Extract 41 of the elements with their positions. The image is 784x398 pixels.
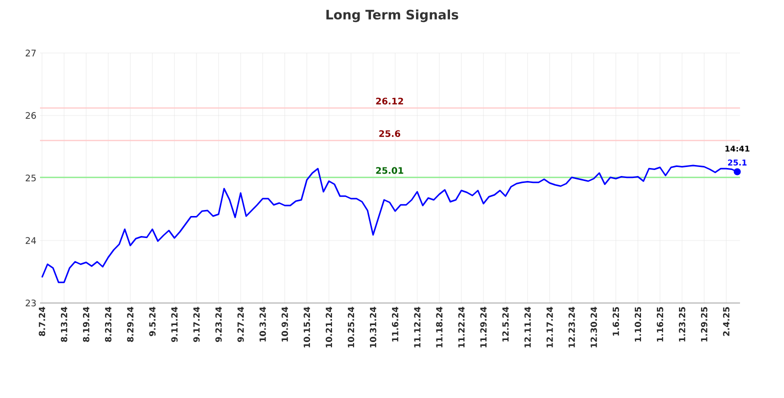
x-tick-label: 12.17.24 — [546, 306, 553, 348]
x-tick-label: 8.29.24 — [127, 306, 134, 342]
x-tick-label: 11.12.24 — [414, 306, 420, 348]
x-tick-label: 10.9.24 — [282, 306, 288, 342]
x-tick-label: 8.13.24 — [60, 306, 68, 342]
x-tick-label: 10.21.24 — [326, 306, 332, 348]
x-tick-label: 10.31.24 — [370, 306, 376, 348]
y-tick-label: 25 — [26, 174, 36, 182]
x-tick-label: 11.18.24 — [436, 306, 442, 348]
x-tick-label: 9.5.24 — [149, 306, 156, 336]
x-tick-label: 9.17.24 — [193, 306, 200, 342]
y-tick-label: 24 — [26, 237, 36, 244]
x-tick-label: 1.16.25 — [656, 307, 664, 342]
x-tick-label: 1.10.25 — [634, 307, 642, 342]
x-tick-label: 12.23.24 — [568, 306, 575, 348]
x-tick-label: 9.11.24 — [171, 306, 178, 342]
x-tick-label: 9.27.24 — [237, 306, 244, 342]
x-tick-label: 1.6.25 — [612, 307, 620, 336]
x-tick-label: 11.29.24 — [480, 306, 487, 348]
ref-line-label: 25.01 — [376, 167, 404, 174]
y-tick-label: 26 — [26, 112, 36, 119]
x-tick-label: 12.30.24 — [590, 306, 597, 348]
x-tick-label: 10.3.24 — [260, 306, 266, 342]
x-tick-label: 8.23.24 — [105, 306, 112, 342]
y-tick-label: 23 — [26, 300, 36, 306]
chart-title: Long Term Signals — [326, 10, 458, 22]
x-tick-label: 1.29.25 — [700, 307, 708, 342]
x-tick-label: 11.6.24 — [392, 306, 398, 342]
x-tick-label: 8.7.24 — [38, 306, 46, 336]
y-tick-label: 27 — [26, 50, 36, 56]
x-tick-label: 9.23.24 — [215, 306, 222, 342]
ref-line-label: 26.12 — [376, 98, 404, 104]
x-tick-label: 10.15.24 — [304, 306, 310, 348]
x-tick-label: 2.4.25 — [723, 307, 730, 336]
x-tick-label: 12.5.24 — [502, 306, 509, 342]
x-tick-label: 10.25.24 — [348, 306, 354, 348]
x-tick-label: 1.23.25 — [678, 307, 686, 342]
ref-line-label: 25.6 — [379, 130, 400, 137]
x-tick-label: 8.19.24 — [82, 306, 90, 342]
x-tick-label: 11.22.24 — [458, 306, 464, 348]
x-tick-label: 12.11.24 — [524, 306, 531, 348]
